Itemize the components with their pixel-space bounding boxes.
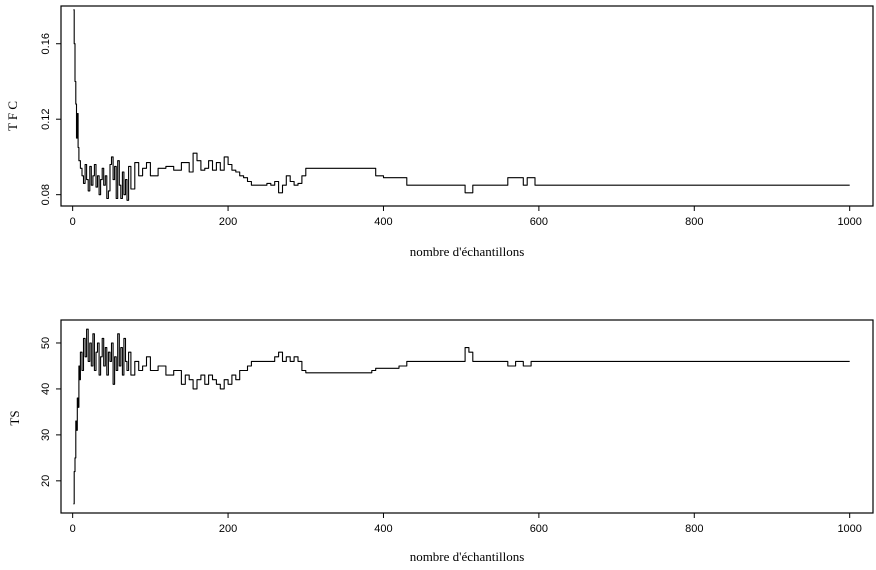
ts-panel: 0 200 400 600 800 1000 20 30 40 50 nombre d'écha… xyxy=(7,319,874,564)
tfc-y-tick-label: 0.08 xyxy=(40,184,52,205)
ts-series-line xyxy=(73,328,850,505)
ts-x-tick-label: 0 xyxy=(70,523,76,535)
tfc-y-tick-label: 0.12 xyxy=(40,108,52,129)
tfc-x-tick-label: 600 xyxy=(530,216,548,228)
tfc-series-line xyxy=(73,9,850,201)
ts-y-tick-label: 40 xyxy=(40,383,52,395)
ts-x-tick-label: 800 xyxy=(685,523,703,535)
tfc-y-tick-label: 0.16 xyxy=(40,33,52,54)
tfc-x-axis-label: nombre d'échantillons xyxy=(410,244,525,259)
tfc-series-group xyxy=(73,9,850,201)
tfc-plot-frame xyxy=(60,5,874,207)
tfc-x-tick-label: 800 xyxy=(685,216,703,228)
ts-y-tick-label: 20 xyxy=(40,475,52,487)
tfc-y-axis: 0.08 0.12 0.16 xyxy=(40,33,61,205)
ts-x-tick-label: 200 xyxy=(219,523,237,535)
ts-plot-frame xyxy=(60,319,874,514)
tfc-y-axis-label: T F C xyxy=(5,101,20,131)
ts-x-tick-label: 600 xyxy=(530,523,548,535)
ts-x-axis-label: nombre d'échantillons xyxy=(410,549,525,564)
ts-y-tick-label: 30 xyxy=(40,429,52,441)
ts-series-group xyxy=(73,328,850,505)
tfc-x-tick-label: 1000 xyxy=(837,216,861,228)
ts-y-axis-label: TS xyxy=(7,410,22,425)
ts-y-tick-label: 50 xyxy=(40,337,52,349)
ts-x-tick-label: 1000 xyxy=(837,523,861,535)
ts-y-axis: 20 30 40 50 xyxy=(40,337,61,487)
ts-x-tick-label: 400 xyxy=(374,523,392,535)
tfc-x-tick-label: 200 xyxy=(219,216,237,228)
ts-x-axis: 0 200 400 600 800 1000 xyxy=(70,513,862,535)
tfc-x-tick-label: 400 xyxy=(374,216,392,228)
tfc-panel: 0 200 400 600 800 1000 0.08 0.12 0.16 nombre d'… xyxy=(5,5,874,259)
tfc-x-tick-label: 0 xyxy=(70,216,76,228)
tfc-x-axis: 0 200 400 600 800 1000 xyxy=(70,206,862,228)
